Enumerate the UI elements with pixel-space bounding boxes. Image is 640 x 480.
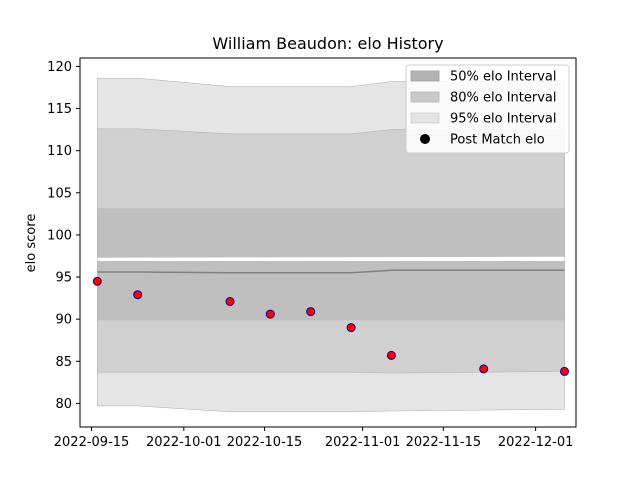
x-tick-label: 2022-09-15 (54, 435, 130, 450)
post-match-elo-point (225, 297, 235, 306)
post-match-elo-point (346, 323, 356, 333)
x-tick-label: 2022-11-01 (325, 435, 401, 450)
y-tick-label: 80 (55, 397, 72, 412)
y-axis-ticks: 80 85 90 95 100 105 110 115 120 (47, 60, 80, 412)
mean-elo-line (97, 269, 565, 274)
y-axis-label: elo score (24, 214, 39, 273)
band-gap (97, 256, 565, 261)
legend-label: 95% elo Interval (450, 112, 557, 127)
x-tick-label: 2022-10-01 (146, 435, 222, 450)
mean-elo-lines (97, 269, 565, 274)
legend-label: Post Match elo (450, 133, 545, 148)
y-tick-label: 120 (47, 60, 72, 75)
legend-box (405, 64, 570, 154)
post-match-elo-point (133, 290, 143, 300)
y-tick-label: 115 (47, 102, 72, 117)
legend-swatch (410, 91, 440, 103)
legend: 50% elo Interval 80% elo Interval 95% elo … (405, 64, 570, 154)
post-match-elo-point (386, 350, 396, 360)
post-match-points (92, 276, 569, 376)
legend-label: 50% elo Interval (450, 70, 557, 85)
band-50-elo-interval (97, 208, 565, 321)
legend-swatch (410, 70, 440, 82)
post-match-elo-point (306, 307, 316, 317)
chart-title: William Beaudon: elo History (212, 34, 443, 53)
post-match-elo-point (92, 276, 102, 286)
y-tick-label: 95 (55, 271, 72, 286)
plot-frame (79, 57, 577, 428)
legend-label: 80% elo Interval (450, 91, 557, 106)
x-axis-ticks: 2022-09-15 2022-10-01 2022-10-15 2022-11-01… (54, 427, 574, 450)
y-tick-label: 85 (55, 355, 72, 370)
y-tick-label: 90 (55, 313, 72, 328)
legend-swatch (410, 112, 440, 124)
y-tick-label: 110 (47, 144, 72, 159)
y-tick-label: 100 (47, 228, 72, 243)
x-tick-label: 2022-10-15 (227, 435, 303, 450)
legend-marker (420, 134, 430, 144)
x-tick-label: 2022-12-01 (498, 435, 574, 450)
post-match-elo-point (560, 366, 569, 376)
y-tick-label: 105 (47, 186, 72, 201)
x-tick-label: 2022-11-15 (406, 435, 482, 450)
post-match-elo-point (265, 309, 275, 319)
post-match-elo-point (479, 364, 489, 374)
interval-bands (97, 77, 565, 413)
